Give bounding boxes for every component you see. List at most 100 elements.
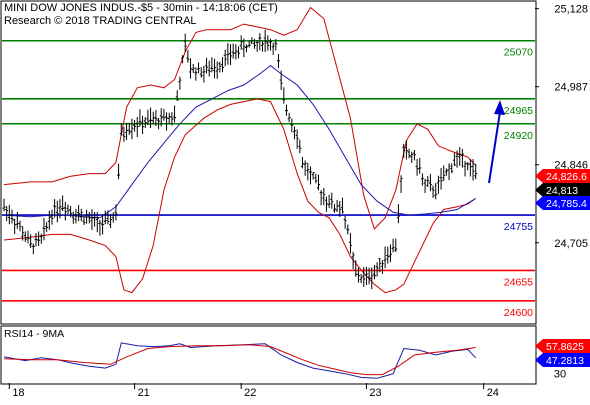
price-bar	[402, 143, 406, 158]
price-bar	[391, 238, 395, 253]
moving-average-line	[3, 64, 476, 219]
price-bar	[396, 204, 400, 224]
price-bar	[383, 246, 387, 269]
price-tag-black: 24,813	[535, 183, 590, 197]
bands-layer	[3, 6, 477, 294]
levels-layer: 25070 24965 24920 24755 24655 24600	[2, 39, 535, 319]
price-bar	[170, 112, 174, 126]
price-bar	[348, 233, 352, 254]
price-tag-red-box	[535, 169, 590, 183]
price-bar	[258, 33, 262, 51]
price-bar	[183, 33, 187, 52]
price-bar	[338, 200, 342, 218]
x-tick-label: 18	[12, 387, 24, 399]
price-bar	[202, 65, 206, 83]
price-bar	[423, 178, 427, 194]
level-label-24655: 24655	[504, 276, 533, 288]
price-bar	[218, 61, 222, 73]
rsi-series-1	[3, 344, 476, 376]
price-bar	[346, 224, 350, 235]
price-bar	[287, 112, 291, 123]
price-bar	[332, 203, 336, 213]
price-bar	[245, 44, 249, 53]
price-bar	[242, 38, 246, 58]
price-bar	[74, 208, 78, 224]
rsi-layer: RSI14 - 9MA	[3, 328, 477, 379]
price-bar	[213, 58, 217, 79]
price-bar	[37, 231, 41, 246]
rsi-tag-red-box	[535, 339, 590, 353]
price-bar	[308, 166, 312, 185]
price-bar	[162, 108, 166, 121]
price-tag-blue-box	[535, 196, 590, 210]
price-tag-red: 24,826.6	[535, 169, 590, 183]
x-tick-label: 24	[487, 387, 499, 399]
price-bar	[436, 175, 440, 194]
price-bar	[13, 218, 17, 235]
price-bar	[109, 214, 113, 229]
price-bar	[266, 35, 270, 51]
price-bar	[444, 168, 448, 176]
price-bar	[93, 212, 97, 227]
bollinger-lower-line	[3, 98, 476, 294]
price-bar	[207, 60, 211, 77]
y-tick-label: 24,846	[554, 160, 588, 172]
price-bar	[79, 208, 83, 222]
price-bar	[114, 204, 118, 221]
price-tag-blue-label: 24,785.4	[546, 198, 587, 210]
price-bar	[167, 112, 171, 124]
price-bar	[404, 140, 408, 160]
price-bar	[130, 118, 134, 140]
price-bar	[159, 108, 163, 127]
price-bar	[458, 147, 462, 166]
price-bar	[237, 46, 241, 59]
price-bar	[431, 185, 435, 198]
price-bar	[181, 55, 185, 64]
price-bar	[82, 216, 86, 225]
price-bar	[125, 122, 129, 141]
price-bar	[90, 209, 94, 230]
price-bar	[261, 40, 265, 52]
price-bar	[330, 192, 334, 209]
level-label-24965: 24965	[504, 105, 533, 117]
price-bar	[135, 116, 139, 138]
price-bar	[221, 57, 225, 73]
price-bar	[95, 212, 99, 233]
price-bar	[39, 233, 43, 244]
price-bar	[189, 58, 193, 79]
rsi-tag-blue-box	[535, 353, 590, 367]
price-bar	[205, 57, 209, 74]
price-tag-black-box	[535, 183, 590, 197]
price-bar	[284, 104, 288, 116]
price-bar	[463, 161, 467, 177]
x-tick-label: 22	[244, 387, 256, 399]
price-bar	[415, 159, 419, 176]
price-bar	[71, 211, 75, 224]
rsi-series-0	[3, 342, 477, 379]
price-bar	[31, 243, 35, 255]
price-bar	[77, 205, 81, 222]
price-bar	[450, 163, 454, 174]
price-bar	[388, 244, 392, 263]
price-bar	[122, 127, 126, 142]
price-bar	[226, 42, 230, 65]
price-bar	[412, 149, 416, 161]
price-bar	[34, 233, 38, 247]
price-bar	[343, 215, 347, 229]
price-bar	[410, 151, 414, 164]
price-bar	[101, 214, 105, 235]
price-bar	[7, 204, 11, 225]
price-bar	[5, 206, 9, 222]
price-bar	[53, 199, 57, 218]
price-bar	[229, 44, 233, 65]
price-bar	[231, 43, 235, 59]
price-bar	[418, 158, 422, 174]
price-bar	[117, 163, 121, 180]
price-bar	[186, 50, 190, 63]
price-bar	[165, 112, 169, 131]
price-bar	[306, 162, 310, 181]
price-bar	[322, 187, 326, 206]
price-bar	[468, 158, 472, 177]
